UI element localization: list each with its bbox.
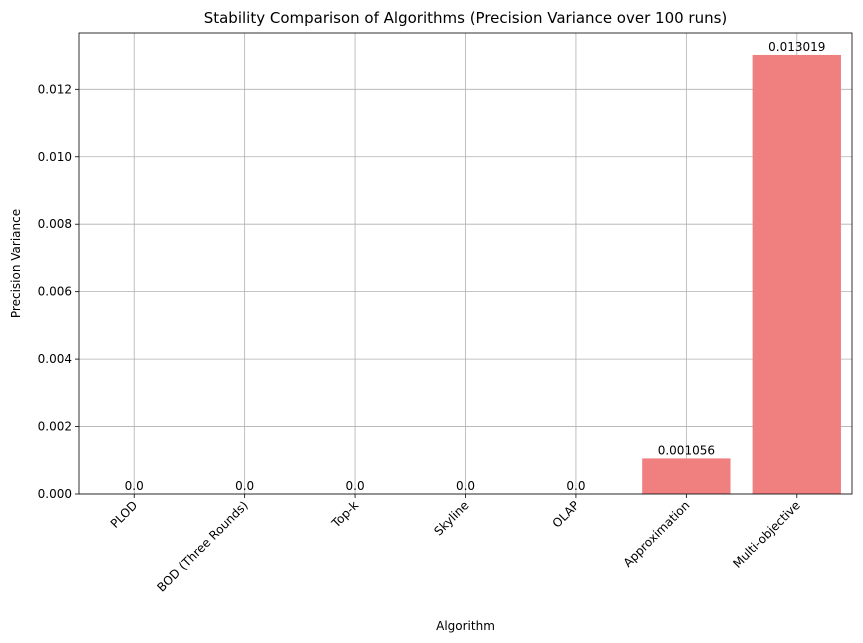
x-axis-label: Algorithm (436, 619, 495, 633)
bar-value-labels: 0.0 0.0 0.0 0.0 0.0 0.001056 0.013019 (125, 40, 826, 493)
bar-value-label: 0.013019 (768, 40, 825, 54)
bar-value-label: 0.0 (456, 479, 475, 493)
bars (642, 54, 841, 495)
y-tick-label: 0.002 (38, 420, 72, 434)
y-ticks: 0.000 0.002 0.004 0.006 0.008 0.010 0.012 (38, 82, 79, 501)
y-tick-label: 0.008 (38, 217, 72, 231)
bar-value-label: 0.001056 (658, 443, 715, 457)
bar-value-label: 0.0 (125, 479, 144, 493)
bar-value-label: 0.0 (235, 479, 254, 493)
y-tick-label: 0.012 (38, 82, 72, 96)
bar-value-label: 0.0 (566, 479, 585, 493)
y-tick-label: 0.010 (38, 150, 72, 164)
y-tick-label: 0.004 (38, 352, 72, 366)
chart-title: Stability Comparison of Algorithms (Prec… (204, 9, 728, 27)
bar-approximation (642, 458, 731, 494)
bar-value-label: 0.0 (346, 479, 365, 493)
y-tick-label: 0.006 (38, 285, 72, 299)
y-tick-label: 0.000 (38, 487, 72, 501)
bar-multi-objective (752, 54, 841, 495)
y-axis-label: Precision Variance (9, 209, 23, 318)
